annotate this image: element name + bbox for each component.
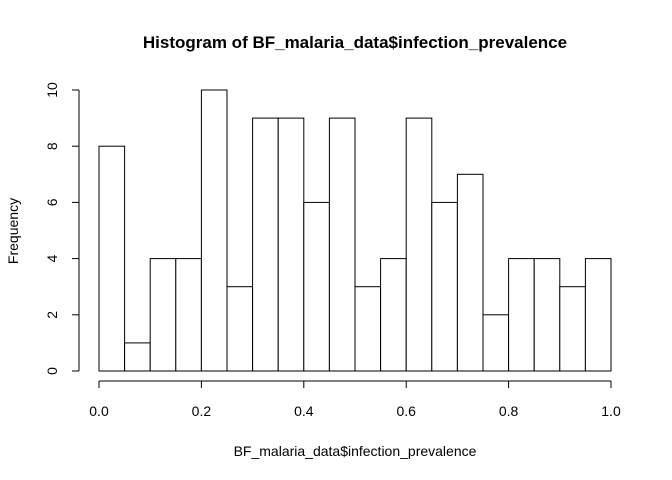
- histogram-bar: [252, 117, 279, 372]
- histogram-bar: [303, 201, 330, 372]
- histogram-bar: [354, 286, 382, 372]
- y-axis-label: Frequency: [5, 198, 21, 264]
- histogram-bar: [149, 258, 177, 372]
- y-tick-label: 2: [44, 311, 60, 319]
- histogram-bar: [508, 258, 535, 372]
- x-tick-label: 0.2: [192, 403, 212, 419]
- histogram-bar: [226, 286, 254, 372]
- y-tick-label: 6: [44, 198, 60, 206]
- y-axis: 0 2 4 6 8 10: [44, 82, 80, 375]
- chart-title: Histogram of BF_malaria_data$infection_p…: [143, 33, 567, 52]
- histogram-bar: [124, 342, 151, 372]
- histogram-bar: [328, 117, 356, 372]
- x-tick-label: 0.6: [396, 403, 416, 419]
- histogram-bar: [175, 258, 202, 372]
- y-tick-label: 4: [44, 254, 60, 262]
- x-tick-label: 0.0: [89, 403, 109, 419]
- histogram-bar: [405, 117, 433, 372]
- x-tick-label: 0.4: [294, 403, 314, 419]
- histogram-bar: [482, 314, 510, 372]
- y-tick-label: 10: [44, 82, 60, 98]
- x-axis-label: BF_malaria_data$infection_prevalence: [234, 443, 477, 459]
- histogram-bar: [456, 173, 484, 372]
- histogram-bars: [98, 89, 612, 372]
- histogram-bar: [584, 258, 612, 372]
- histogram-bar: [98, 145, 126, 372]
- y-tick-label: 0: [44, 367, 60, 375]
- x-axis: 0.0 0.2 0.4 0.6 0.8 1.0: [89, 380, 621, 419]
- histogram-bar: [431, 201, 458, 372]
- x-tick-label: 0.8: [499, 403, 519, 419]
- histogram-bar: [533, 258, 561, 372]
- histogram-bar: [559, 286, 586, 372]
- histogram-bar: [277, 117, 305, 372]
- x-tick-label: 1.0: [601, 403, 621, 419]
- histogram-bar: [380, 258, 407, 372]
- y-tick-label: 8: [44, 142, 60, 150]
- histogram-bar: [200, 89, 228, 372]
